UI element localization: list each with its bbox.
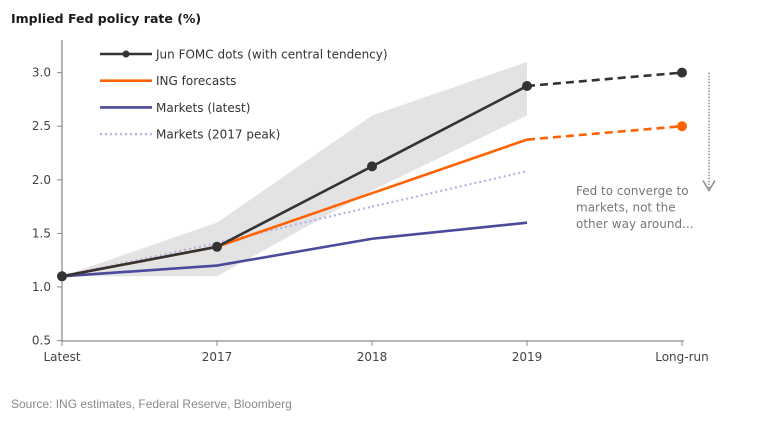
axes: 0.5 1.0 1.5 2.0 2.5 3.0 Latest 2017 2018 2019 Long… — [32, 40, 709, 364]
legend: Jun FOMC dots (with central tendency) ING… — [100, 48, 388, 142]
chart-title: Implied Fed policy rate (%) — [11, 11, 201, 26]
data-point-jun-fomc-dots-with-central-tendency — [212, 241, 222, 252]
y-tick-label: 2.0 — [32, 173, 51, 187]
data-point-jun-fomc-dots-with-central-tendency — [677, 67, 687, 78]
central-tendency-band-layer — [62, 61, 527, 277]
x-tick-label: 2017 — [202, 350, 233, 364]
series-segment-jun-fomc-dots-with-central-tendency — [526, 71, 683, 88]
legend-label: Jun FOMC dots (with central tendency) — [155, 48, 388, 62]
legend-label: Markets (2017 peak) — [156, 128, 280, 142]
x-tick-label: 2019 — [512, 350, 543, 364]
x-tick-label: Long-run — [655, 350, 709, 364]
series-segment-jun-fomc-dots-with-central-tendency — [371, 84, 528, 168]
series-segment-jun-fomc-dots-with-central-tendency — [216, 165, 373, 248]
series-segment-markets-latest — [216, 237, 373, 267]
annotation-text-line: Fed to converge to — [576, 184, 689, 198]
data-point-jun-fomc-dots-with-central-tendency — [522, 81, 532, 91]
y-tick-label: 1.5 — [32, 226, 51, 240]
x-tick-label: 2018 — [357, 350, 388, 364]
data-point-jun-fomc-dots-with-central-tendency — [367, 161, 377, 172]
source-note: Source: ING estimates, Federal Reserve, … — [11, 397, 292, 411]
y-tick-label: 3.0 — [32, 66, 51, 80]
series-segment-markets-2017-peak — [371, 170, 528, 208]
y-tick-label: 0.5 — [32, 334, 51, 348]
series-segment-markets-latest — [371, 221, 528, 241]
legend-marker — [122, 50, 130, 58]
series-segment-ing-forecasts — [526, 124, 683, 141]
annotation-text-line: markets, not the — [576, 201, 676, 215]
series-segment-markets-latest — [61, 264, 218, 278]
annotation-text-line: other way around... — [576, 217, 694, 231]
x-tick-label: Latest — [43, 350, 80, 364]
data-point-ing-forecasts — [677, 121, 687, 132]
data-point-jun-fomc-dots-with-central-tendency — [57, 271, 67, 282]
series-segment-ing-forecasts — [371, 138, 528, 195]
series-segment-ing-forecasts — [216, 191, 373, 249]
legend-label: ING forecasts — [156, 74, 236, 88]
arrow-head-icon — [702, 180, 716, 192]
series-segment-jun-fomc-dots-with-central-tendency — [61, 245, 218, 278]
central-tendency-band — [62, 61, 527, 277]
y-tick-label: 1.0 — [32, 280, 51, 294]
legend-label: Markets (latest) — [156, 101, 250, 115]
annotation: Fed to converge to markets, not the other … — [576, 72, 716, 231]
y-tick-label: 2.5 — [32, 119, 51, 133]
series-layer — [57, 67, 687, 282]
